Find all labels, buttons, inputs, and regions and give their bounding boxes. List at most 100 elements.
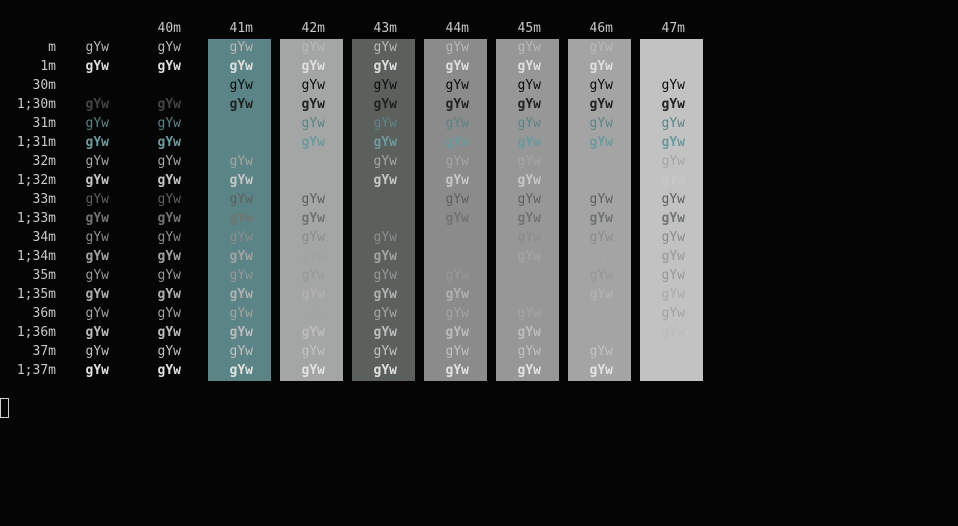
sample-text: gYw: [85, 363, 109, 378]
sample-text: gYw: [229, 78, 253, 93]
sample-text: gYw: [517, 135, 541, 150]
sample-text: gYw: [589, 249, 613, 264]
sample-text: gYw: [85, 173, 109, 188]
sample-text: gYw: [373, 363, 397, 378]
row-label: 33m: [32, 192, 56, 207]
sample-text: gYw: [517, 154, 541, 169]
header-label: 46m: [589, 21, 613, 36]
sample-text: gYw: [85, 230, 109, 245]
sample-text: gYw: [157, 306, 181, 321]
sample-text: gYw: [589, 211, 613, 226]
header-label: 45m: [517, 21, 541, 36]
row-label: 36m: [32, 306, 56, 321]
row-label: 1;33m: [16, 211, 56, 226]
sample-text: gYw: [661, 230, 685, 245]
row-label: 1;30m: [16, 97, 56, 112]
sample-text: gYw: [229, 97, 253, 112]
sample-text: gYw: [85, 325, 109, 340]
sample-text: gYw: [157, 116, 181, 131]
sample-text: gYw: [157, 287, 181, 302]
sample-text: gYw: [229, 154, 253, 169]
terminal-cursor: [0, 398, 9, 418]
sample-text: gYw: [517, 116, 541, 131]
sample-text: gYw: [517, 59, 541, 74]
sample-text: gYw: [301, 211, 325, 226]
sample-text: gYw: [301, 230, 325, 245]
sample-text: gYw: [157, 97, 181, 112]
sample-text: gYw: [589, 192, 613, 207]
sample-text: gYw: [373, 287, 397, 302]
sample-text: gYw: [661, 192, 685, 207]
sample-text: gYw: [85, 306, 109, 321]
sample-text: gYw: [445, 306, 469, 321]
sample-text: gYw: [301, 116, 325, 131]
row-label: 37m: [32, 344, 56, 359]
sample-text: gYw: [517, 97, 541, 112]
sample-text: gYw: [85, 287, 109, 302]
sample-text: gYw: [229, 173, 253, 188]
sample-text: gYw: [661, 173, 685, 188]
sample-text: gYw: [301, 249, 325, 264]
sample-text: gYw: [229, 344, 253, 359]
sample-text: gYw: [85, 344, 109, 359]
sample-text: gYw: [157, 211, 181, 226]
sample-text: gYw: [157, 344, 181, 359]
sample-text: gYw: [517, 40, 541, 55]
sample-text: gYw: [589, 78, 613, 93]
sample-text: gYw: [157, 325, 181, 340]
sample-text: gYw: [445, 59, 469, 74]
sample-text: gYw: [373, 78, 397, 93]
sample-text: gYw: [85, 249, 109, 264]
sample-text: gYw: [589, 97, 613, 112]
sample-text: gYw: [373, 173, 397, 188]
sample-text: gYw: [157, 363, 181, 378]
sample-text: gYw: [157, 192, 181, 207]
sample-text: gYw: [661, 78, 685, 93]
sample-text: gYw: [301, 363, 325, 378]
bg-column-46m: [568, 39, 631, 381]
sample-text: gYw: [661, 135, 685, 150]
row-label: 35m: [32, 268, 56, 283]
sample-text: gYw: [589, 344, 613, 359]
bg-column-41m: [208, 39, 271, 381]
sample-text: gYw: [445, 135, 469, 150]
sample-text: gYw: [445, 325, 469, 340]
sample-text: gYw: [229, 211, 253, 226]
sample-text: gYw: [85, 154, 109, 169]
row-label: 30m: [32, 78, 56, 93]
row-label: 1m: [40, 59, 56, 74]
bg-column-44m: [424, 39, 487, 381]
header-label: 41m: [229, 21, 253, 36]
sample-text: gYw: [301, 325, 325, 340]
row-label: 34m: [32, 230, 56, 245]
header-label: 44m: [445, 21, 469, 36]
sample-text: gYw: [301, 78, 325, 93]
sample-text: gYw: [589, 40, 613, 55]
bg-column-45m: [496, 39, 559, 381]
sample-text: gYw: [157, 40, 181, 55]
sample-text: gYw: [229, 59, 253, 74]
sample-text: gYw: [517, 363, 541, 378]
sample-text: gYw: [229, 192, 253, 207]
sample-text: gYw: [157, 268, 181, 283]
row-label: m: [48, 40, 56, 55]
sample-text: gYw: [373, 59, 397, 74]
sample-text: gYw: [301, 97, 325, 112]
sample-text: gYw: [85, 135, 109, 150]
sample-text: gYw: [445, 97, 469, 112]
sample-text: gYw: [445, 344, 469, 359]
sample-text: gYw: [85, 97, 109, 112]
row-label: 1;31m: [16, 135, 56, 150]
sample-text: gYw: [589, 268, 613, 283]
sample-text: gYw: [301, 268, 325, 283]
sample-text: gYw: [373, 40, 397, 55]
header-label: 43m: [373, 21, 397, 36]
sample-text: gYw: [373, 135, 397, 150]
sample-text: gYw: [517, 325, 541, 340]
sample-text: gYw: [373, 344, 397, 359]
header-label: 42m: [301, 21, 325, 36]
sample-text: gYw: [229, 40, 253, 55]
sample-text: gYw: [301, 192, 325, 207]
sample-text: gYw: [85, 268, 109, 283]
